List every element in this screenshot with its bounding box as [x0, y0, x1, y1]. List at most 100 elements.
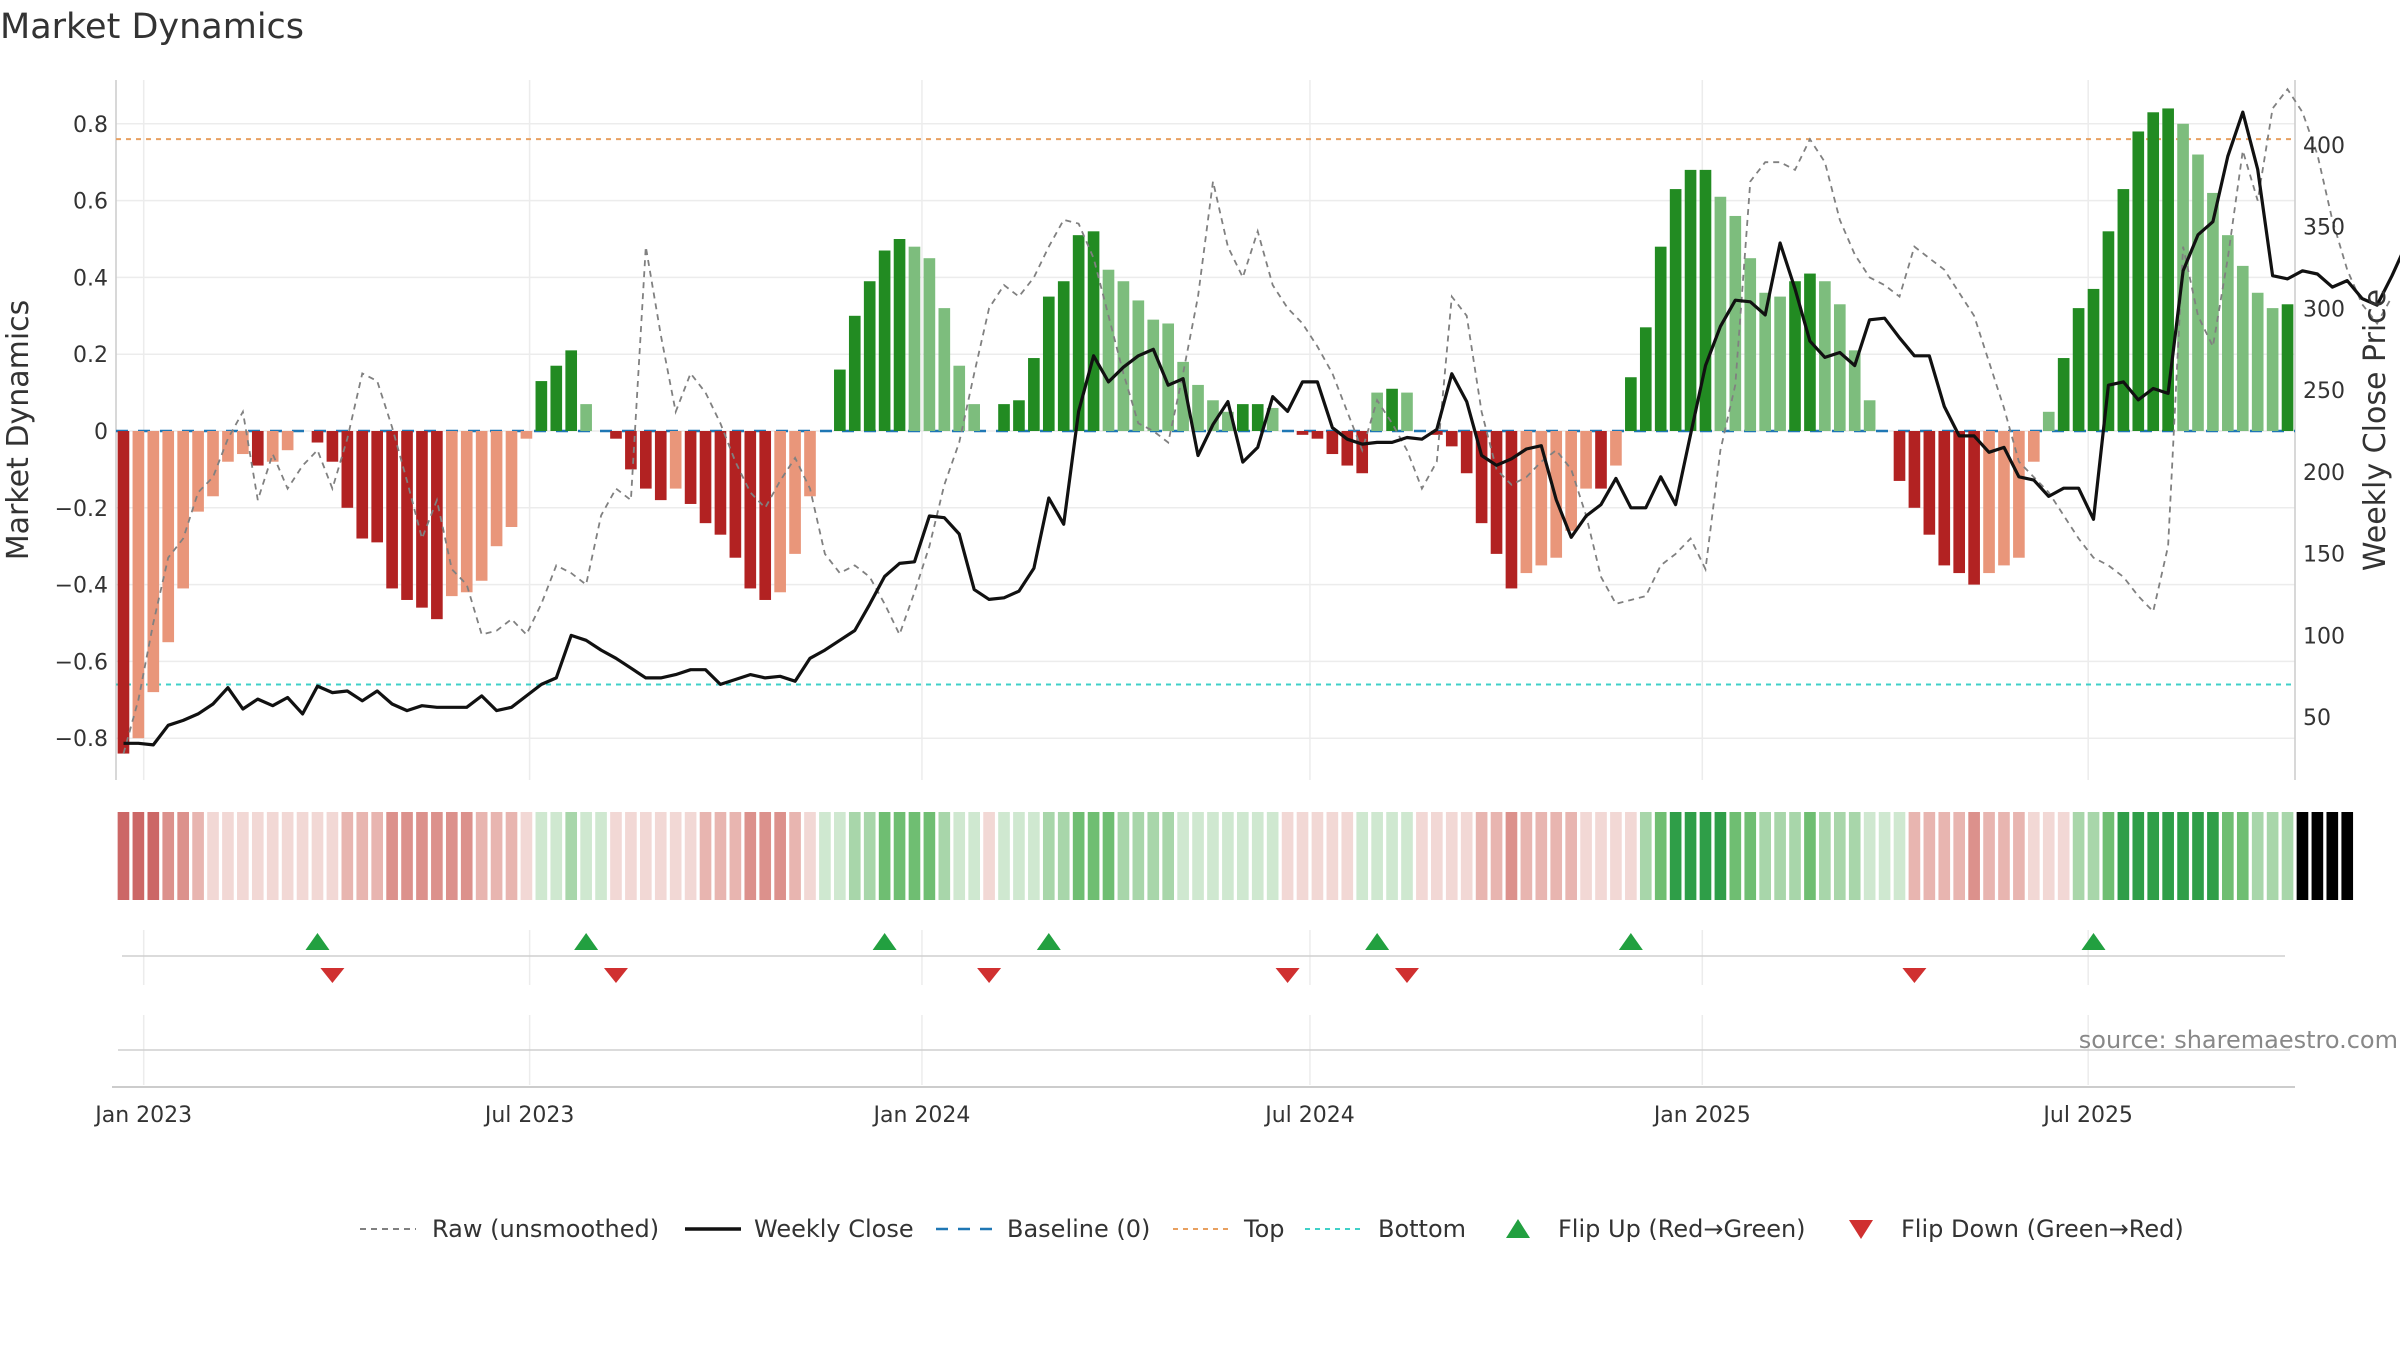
raw-unsmoothed-line: [122, 87, 2393, 754]
regime-strip-cell: [1669, 812, 1682, 900]
regime-strip-cell: [1326, 812, 1339, 900]
right-tick-label: 200: [2303, 461, 2345, 486]
regime-strip-cell: [1610, 812, 1622, 900]
regime-strip-cell: [1207, 812, 1219, 900]
series-lines: [122, 87, 2400, 754]
flip-up-marker: [1365, 933, 1390, 950]
dynamics-bar: [1192, 384, 1204, 431]
regime-strip-cell: [1013, 812, 1025, 900]
x-tick-label: Jan 2024: [871, 1103, 970, 1128]
dynamics-bar: [251, 431, 264, 466]
dynamics-bar: [893, 239, 906, 431]
regime-strip-cell: [1550, 812, 1563, 900]
flip-down-marker: [320, 968, 345, 983]
regime-strip-cell: [2072, 812, 2085, 900]
dynamics-bar: [744, 431, 757, 589]
dynamics-bar: [2027, 431, 2040, 462]
regime-strip-cell: [2162, 812, 2174, 900]
dynamics-bar: [1535, 431, 1548, 566]
regime-strip-cell: [1983, 812, 1995, 900]
dynamics-bar: [535, 381, 548, 431]
regime-strip-cell: [296, 812, 309, 900]
x-tick-label: Jul 2023: [483, 1103, 575, 1128]
regime-strip-cell: [117, 812, 130, 900]
dynamics-bar: [1699, 169, 1712, 431]
dynamics-bar: [2251, 292, 2264, 431]
dynamics-bar: [311, 431, 324, 443]
x-tick-label: Jul 2025: [2041, 1103, 2133, 1128]
regime-strip-cell: [714, 812, 727, 900]
reference-lines: [116, 138, 2295, 686]
regime-strip-cell: [789, 812, 801, 900]
regime-strip-cell: [2177, 812, 2189, 900]
regime-strip-cell: [1371, 812, 1383, 900]
bottom-empty-panel: [112, 1015, 2295, 1088]
regime-strip-cell: [2326, 812, 2339, 900]
regime-strip-cell: [878, 812, 891, 900]
dynamics-bar: [863, 281, 876, 431]
regime-strip-cell: [281, 812, 294, 900]
regime-strip-cell: [1460, 812, 1473, 900]
regime-strip-cell: [1580, 812, 1592, 900]
right-tick-label: 50: [2303, 706, 2331, 731]
dynamics-bar: [1117, 281, 1130, 431]
regime-strip-cell: [2192, 812, 2204, 900]
regime-strip-cell: [341, 812, 354, 900]
dynamics-bar: [1595, 431, 1607, 489]
regime-strip-cell: [983, 812, 995, 900]
regime-strip-cell: [132, 812, 145, 900]
regime-strip-cell: [729, 812, 742, 900]
dynamics-bar: [177, 431, 189, 589]
regime-strip-cell: [1117, 812, 1130, 900]
dynamics-bar: [2147, 112, 2160, 431]
dynamics-bar: [1744, 258, 1757, 431]
regime-strip-cell: [1162, 812, 1175, 900]
dynamics-bar: [401, 431, 413, 600]
regime-strip-cell: [699, 812, 712, 900]
dynamics-bar: [998, 404, 1010, 431]
regime-strip-cell: [1475, 812, 1488, 900]
regime-strip-cell: [251, 812, 264, 900]
dynamics-bar: [1654, 246, 1667, 431]
flip-down-marker: [603, 968, 628, 983]
dynamics-bar: [1833, 304, 1846, 431]
regime-strip-cell: [2341, 812, 2354, 900]
dynamics-bar: [1998, 431, 2010, 566]
left-tick-label: 0: [94, 420, 108, 445]
dynamics-bar: [356, 431, 369, 539]
regime-strip-cell: [1490, 812, 1503, 900]
regime-strip-cell: [1251, 812, 1264, 900]
dynamics-bar: [1132, 300, 1145, 431]
legend-swatch: [1849, 1220, 1873, 1239]
regime-strip-cell: [968, 812, 980, 900]
dynamics-bar: [1177, 361, 1189, 431]
regime-strip-cell: [1356, 812, 1369, 900]
regime-strip-cell: [938, 812, 951, 900]
dynamics-bar: [1072, 235, 1085, 431]
x-tick-label: Jul 2024: [1263, 1103, 1355, 1128]
dynamics-bar: [1729, 215, 1742, 431]
legend-label: Flip Down (Green→Red): [1901, 1215, 2184, 1243]
left-tick-label: 0.4: [73, 266, 108, 291]
regime-strip-cell: [1535, 812, 1548, 900]
flip-down-marker: [1394, 968, 1419, 983]
dynamics-bar: [923, 258, 936, 431]
left-tick-label: 0.2: [73, 343, 108, 368]
regime-strip-cell: [1565, 812, 1577, 900]
dynamics-bar: [2042, 411, 2055, 431]
legend-label: Flip Up (Red→Green): [1558, 1215, 1806, 1243]
dynamics-bar: [1923, 431, 1936, 535]
regime-strip-cell: [804, 812, 816, 900]
regime-strip-cell: [654, 812, 667, 900]
dynamics-bar: [654, 431, 667, 501]
regime-strip-cell: [1863, 812, 1876, 900]
dynamics-bar: [117, 431, 130, 754]
regime-strip-cell: [1386, 812, 1398, 900]
regime-strip-cell: [222, 812, 234, 900]
dynamics-bars: [117, 108, 2294, 754]
regime-strip-cell: [625, 812, 637, 900]
dynamics-bar: [848, 315, 861, 431]
regime-strip-cell: [2013, 812, 2025, 900]
regime-strip-cell: [445, 812, 458, 900]
regime-strip-cell: [2207, 812, 2219, 900]
